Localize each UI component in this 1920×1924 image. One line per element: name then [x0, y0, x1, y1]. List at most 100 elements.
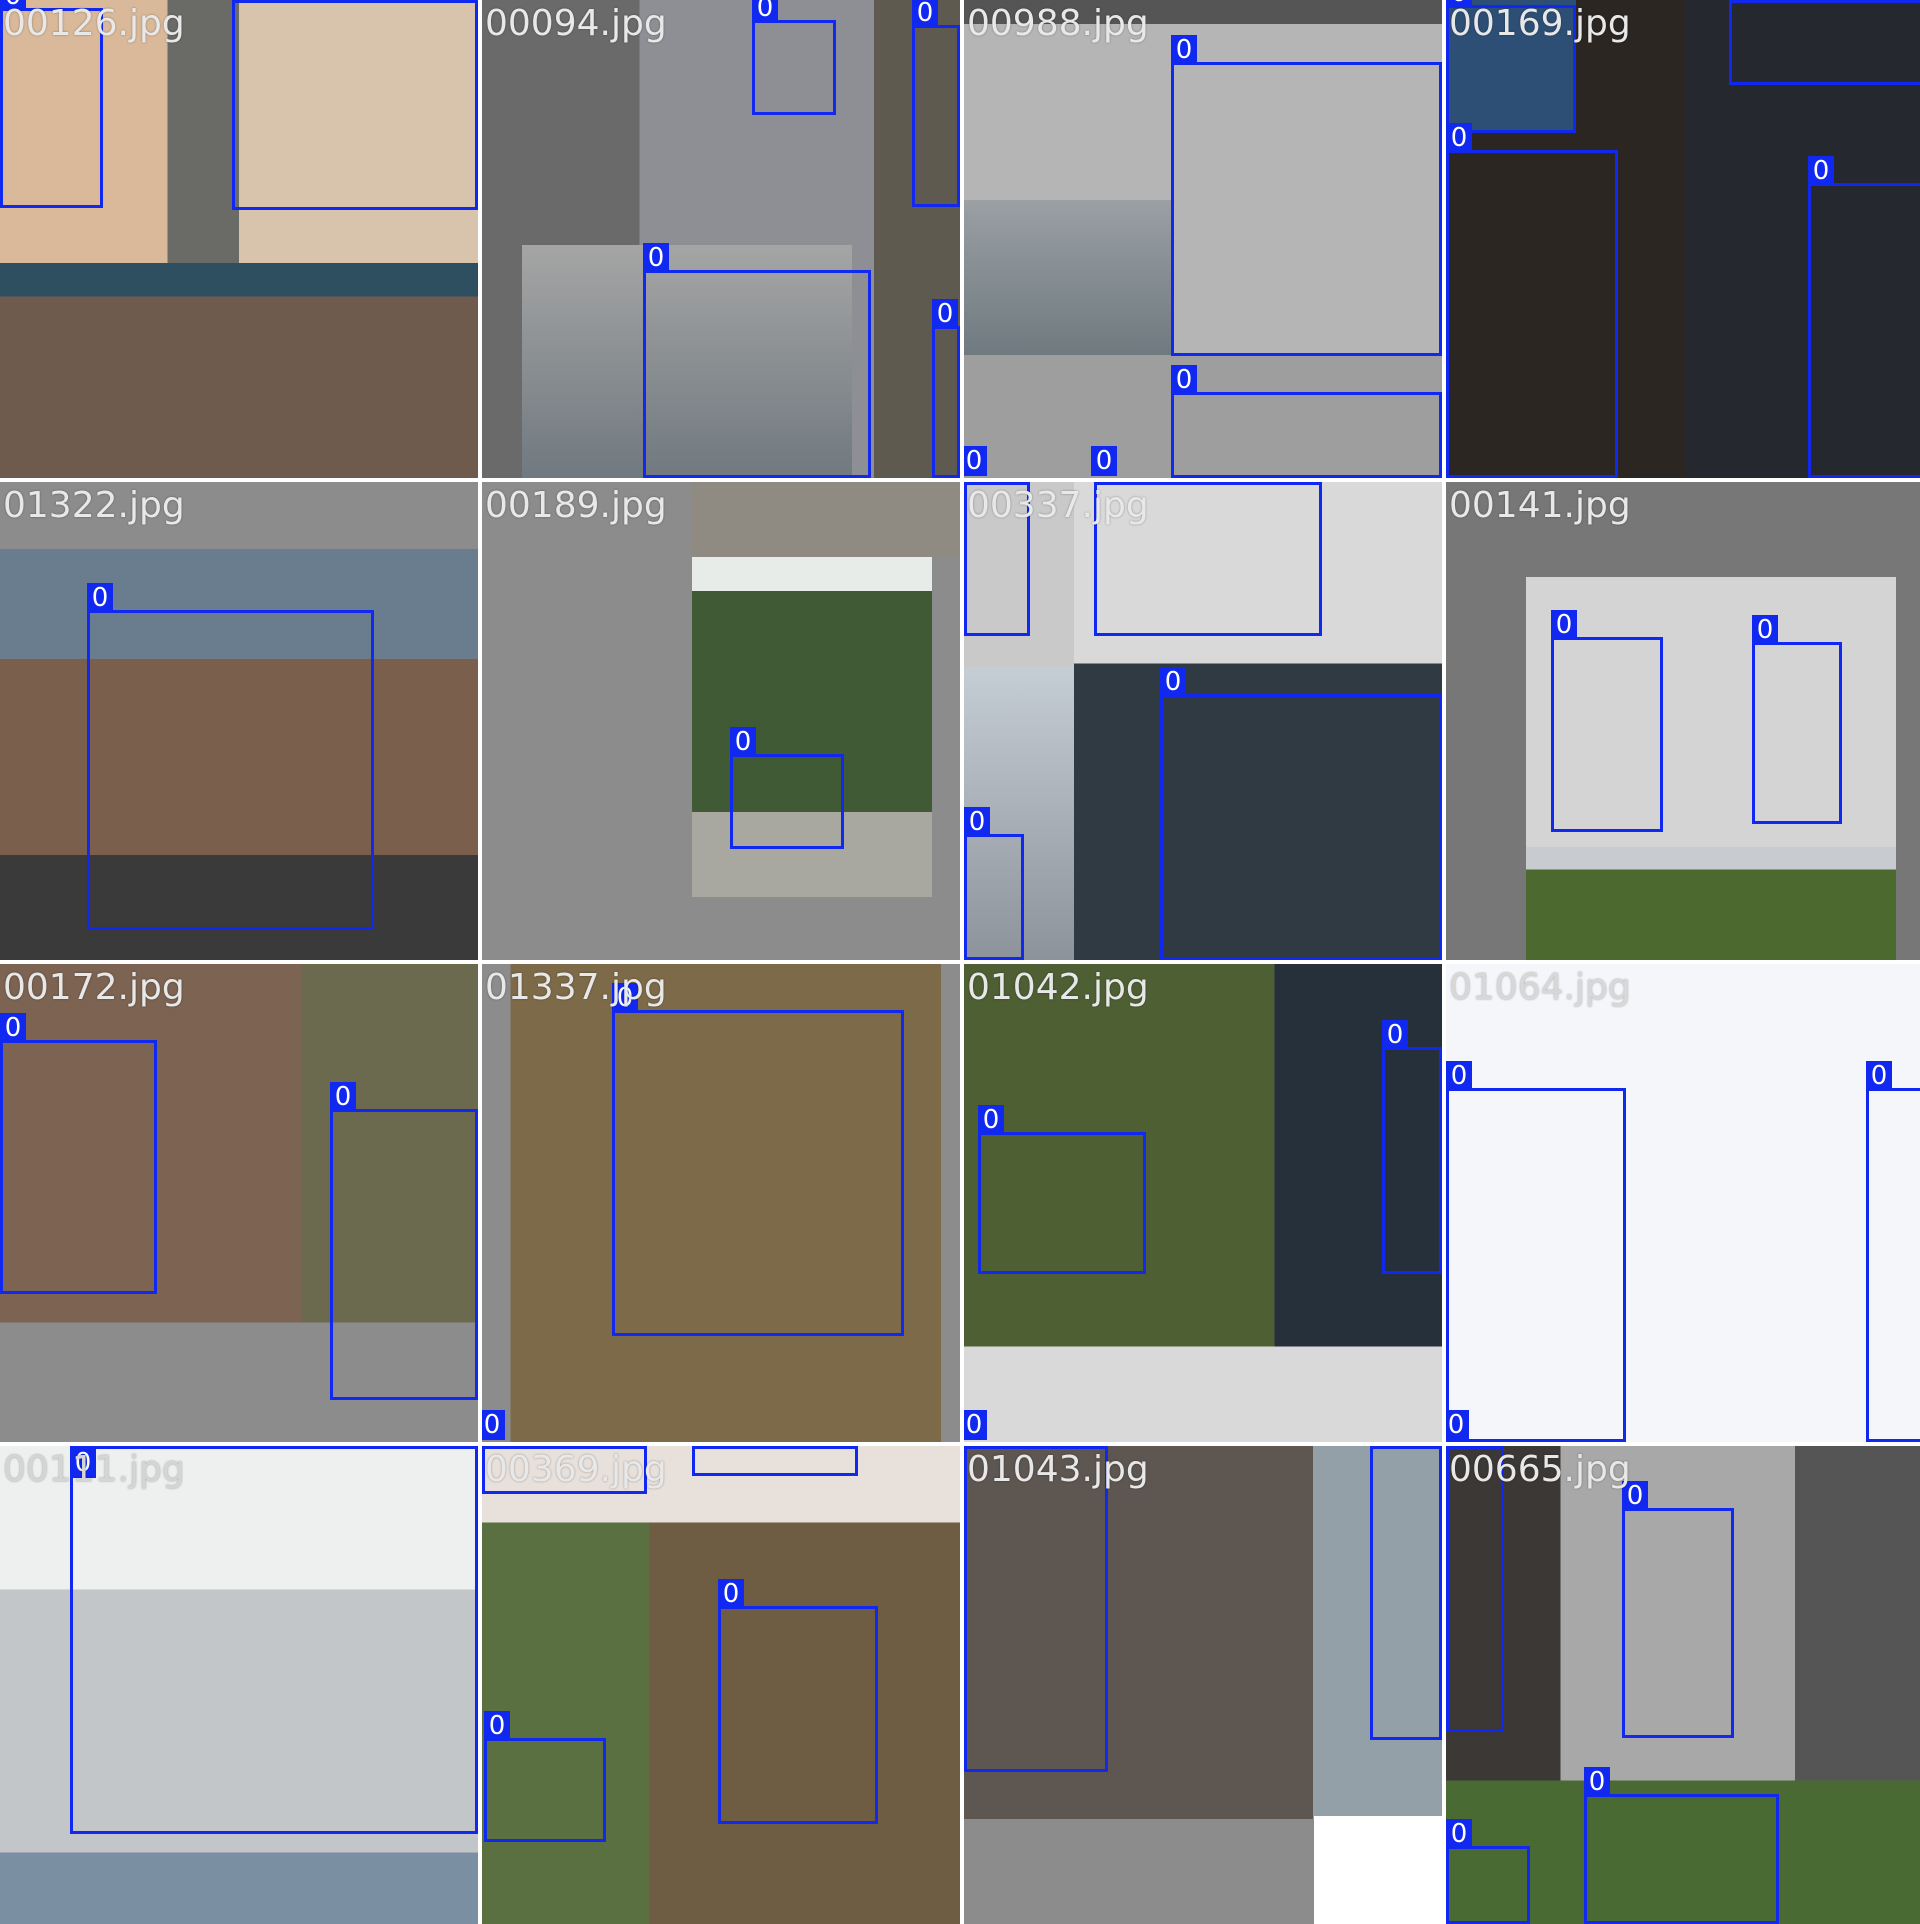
- person-bounding-box: 0: [87, 583, 374, 930]
- class-label: 0: [1160, 667, 1186, 697]
- class-label: 0: [232, 0, 258, 3]
- image-filename: 00169.jpg: [1449, 3, 1631, 44]
- mosaic-tile: 0 0 00172.jpg: [0, 964, 478, 1442]
- class-label: 0: [70, 1448, 96, 1478]
- person-bounding-box: 0: [1446, 1061, 1626, 1442]
- class-label: 0: [932, 299, 958, 329]
- mosaic-tile: 0 0 0 01042.jpg: [964, 964, 1442, 1442]
- person-bounding-box: 0: [1446, 123, 1618, 478]
- person-bounding-box: 0: [1752, 615, 1842, 824]
- class-label: 0: [1446, 0, 1472, 8]
- person-bounding-box: 0: [0, 1013, 157, 1294]
- person-bounding-box: 0: [482, 1446, 647, 1494]
- class-label: 0: [964, 482, 990, 485]
- person-bounding-box: 0: [1171, 365, 1442, 478]
- person-bounding-box: 0: [612, 983, 904, 1336]
- person-bounding-box: 0: [964, 482, 1030, 636]
- mosaic-tile: 0 00111.jpg: [0, 1446, 478, 1924]
- image-filename: 00988.jpg: [967, 3, 1149, 44]
- class-label: 0: [1622, 1481, 1648, 1511]
- class-label: 0: [1808, 156, 1834, 186]
- person-bounding-box: 0: [718, 1579, 878, 1824]
- mosaic-tile: 0 01322.jpg: [0, 482, 478, 960]
- class-label: 0: [964, 446, 987, 476]
- mosaic-tile: 0 0 0 0 00369.jpg: [482, 1446, 960, 1924]
- person-bounding-box: 0: [70, 1446, 478, 1834]
- class-label: 0: [1729, 0, 1755, 3]
- person-bounding-box: 0: [932, 299, 960, 478]
- class-label: 0: [1584, 1767, 1610, 1797]
- person-bounding-box: 0: [978, 1105, 1146, 1274]
- class-label: 0: [643, 243, 669, 273]
- person-bounding-box: 0: [1729, 0, 1920, 85]
- class-label: 0: [0, 1013, 26, 1043]
- person-bounding-box: 0: [232, 0, 478, 210]
- person-bounding-box: 0: [1446, 0, 1576, 133]
- class-label: 0: [718, 1579, 744, 1609]
- class-label: 0: [484, 1711, 510, 1741]
- person-bounding-box: 0: [1866, 1061, 1920, 1442]
- class-label: 0: [1091, 446, 1117, 476]
- mosaic-tile: 0 0 00141.jpg: [1446, 482, 1920, 960]
- mosaic-tile: 0 0 0 0 00094.jpg: [482, 0, 960, 478]
- person-bounding-box: 0: [1446, 1819, 1530, 1924]
- person-bounding-box: 0: [1370, 1446, 1442, 1740]
- class-label: 0: [1446, 1061, 1472, 1091]
- class-label: 0: [752, 0, 778, 23]
- class-label: 0: [978, 1105, 1004, 1135]
- mosaic-tile: 0 0 0 01064.jpg: [1446, 964, 1920, 1442]
- class-label: 0: [1370, 1446, 1396, 1449]
- image-filename: 00094.jpg: [485, 3, 667, 44]
- person-bounding-box: 0: [1446, 1446, 1504, 1732]
- mosaic-tile: 0 0 00126.jpg: [0, 0, 478, 478]
- image-filename: 00126.jpg: [3, 3, 185, 44]
- class-label: 0: [1382, 1020, 1408, 1050]
- person-bounding-box: 0: [752, 0, 836, 115]
- class-label: 0: [1752, 615, 1778, 645]
- class-label: 0: [964, 1410, 987, 1440]
- grid-divider: [0, 1442, 1920, 1446]
- class-label: 0: [1446, 1446, 1472, 1449]
- image-filename: 00665.jpg: [1449, 1449, 1631, 1490]
- image-filename: 01042.jpg: [967, 967, 1149, 1008]
- person-bounding-box: 0: [0, 0, 103, 208]
- image-filename: 00111.jpg: [3, 1449, 185, 1490]
- image-filename: 00141.jpg: [1449, 485, 1631, 526]
- person-bounding-box: 0: [964, 807, 1024, 960]
- grid-divider: [0, 960, 1920, 964]
- person-bounding-box: 0: [1382, 1020, 1442, 1274]
- class-label: 0: [692, 1446, 718, 1449]
- class-label: 0: [1094, 482, 1120, 485]
- mosaic-tile: 0 0 0 0 00665.jpg: [1446, 1446, 1920, 1924]
- class-label: 0: [1551, 610, 1577, 640]
- image-filename: 00369.jpg: [485, 1449, 667, 1490]
- person-bounding-box: 0: [1622, 1481, 1734, 1738]
- class-label: 0: [730, 727, 756, 757]
- class-label: 0: [482, 1446, 508, 1449]
- class-label: 0: [964, 807, 990, 837]
- image-filename: 00189.jpg: [485, 485, 667, 526]
- image-filename: 00172.jpg: [3, 967, 185, 1008]
- class-label: 0: [1446, 1410, 1469, 1440]
- person-bounding-box: 0: [1808, 156, 1920, 478]
- person-bounding-box: 0: [964, 1446, 1108, 1772]
- person-bounding-box: 0: [1171, 35, 1442, 356]
- person-bounding-box: 0: [643, 243, 871, 478]
- class-label: 0: [912, 0, 938, 28]
- grid-divider: [0, 478, 1920, 482]
- class-label: 0: [330, 1082, 356, 1112]
- class-label: 0: [1171, 365, 1197, 395]
- image-filename: 00337.jpg: [967, 485, 1149, 526]
- class-label: 0: [1171, 35, 1197, 65]
- class-label: 0: [1446, 123, 1472, 153]
- class-label: 0: [1446, 1819, 1472, 1849]
- person-bounding-box: 0: [1160, 667, 1442, 960]
- person-bounding-box: 0: [1551, 610, 1663, 832]
- class-label: 0: [1866, 1061, 1892, 1091]
- image-filename: 01322.jpg: [3, 485, 185, 526]
- person-bounding-box: 0: [1584, 1767, 1779, 1924]
- person-bounding-box: 0: [330, 1082, 478, 1400]
- person-bounding-box: 0: [730, 727, 844, 849]
- class-label: 0: [87, 583, 113, 613]
